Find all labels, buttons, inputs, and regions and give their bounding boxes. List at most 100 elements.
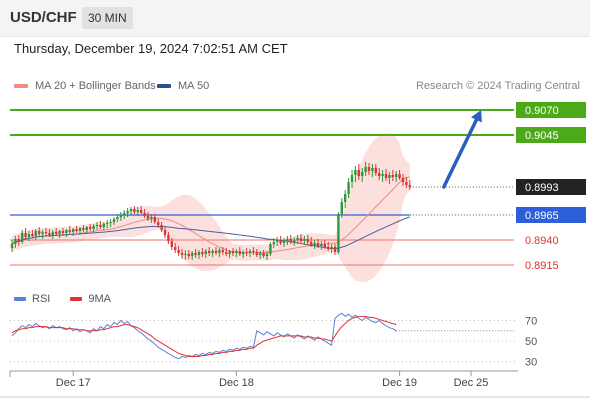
candle xyxy=(225,252,228,254)
rsi-ma-swatch xyxy=(70,297,83,301)
candle xyxy=(245,252,248,253)
candle xyxy=(306,239,309,242)
candle xyxy=(17,239,20,242)
candle xyxy=(330,247,333,249)
rsi-ma-line xyxy=(11,315,397,358)
resistance-level-label: 0.9070 xyxy=(525,105,559,117)
legend-ma50-label: MA 50 xyxy=(178,80,210,92)
candle xyxy=(177,250,180,253)
x-tick-label: Dec 25 xyxy=(454,377,489,389)
candle xyxy=(361,172,364,176)
legend-ma20-label: MA 20 + Bollinger Bands xyxy=(35,80,156,92)
candle xyxy=(384,174,388,178)
candle xyxy=(180,253,184,255)
candle xyxy=(347,182,350,194)
candle xyxy=(313,243,316,245)
rsi-ma-legend-label: 9MA xyxy=(88,293,111,305)
candle xyxy=(27,234,31,237)
candle xyxy=(187,254,190,256)
candle xyxy=(38,231,41,234)
candle xyxy=(129,209,133,211)
candle xyxy=(167,235,170,241)
candle xyxy=(354,170,357,175)
candle xyxy=(357,170,360,176)
candle xyxy=(371,168,374,171)
candle xyxy=(310,242,313,245)
candle xyxy=(136,210,139,212)
candle xyxy=(265,254,269,256)
candle xyxy=(184,254,187,255)
candle xyxy=(303,239,306,241)
candle xyxy=(262,253,265,256)
candle xyxy=(272,242,275,244)
candle xyxy=(48,233,51,235)
candle xyxy=(235,251,238,253)
candle xyxy=(395,174,398,177)
current-level-tag xyxy=(516,179,586,195)
legend-ma20: MA 20 + Bollinger Bands xyxy=(14,80,156,92)
copyright-text: Research © 2024 Trading Central xyxy=(415,80,580,92)
candle xyxy=(174,247,177,250)
candle xyxy=(286,239,289,241)
candle xyxy=(21,233,24,242)
candle xyxy=(68,230,71,232)
candle xyxy=(367,167,371,171)
candle xyxy=(391,175,394,177)
rsi-level-label: 70 xyxy=(525,315,537,327)
ma20-swatch xyxy=(14,84,28,88)
candle xyxy=(123,213,126,215)
candle xyxy=(89,227,92,229)
candle xyxy=(208,251,211,253)
candle xyxy=(279,240,282,243)
candle xyxy=(191,253,194,256)
candle xyxy=(150,217,153,219)
candle xyxy=(201,252,204,254)
candle xyxy=(41,232,44,234)
legend-ma50: MA 50 xyxy=(157,80,209,92)
x-tick-label: Dec 19 xyxy=(382,377,417,389)
candle xyxy=(78,228,82,231)
candle xyxy=(160,225,163,230)
candle xyxy=(10,244,14,248)
candle xyxy=(72,229,75,232)
candle xyxy=(170,241,173,247)
candle xyxy=(320,244,323,246)
candle xyxy=(24,233,27,237)
candle xyxy=(126,211,129,213)
forecast-arrow-shaft xyxy=(442,118,479,189)
candle xyxy=(333,247,337,252)
x-tick-label: Dec 18 xyxy=(219,377,254,389)
candle xyxy=(197,252,201,255)
timeframe-button[interactable]: 30 MIN xyxy=(82,7,133,29)
support-level-label: 0.8915 xyxy=(525,260,559,272)
candle xyxy=(112,219,116,222)
candle xyxy=(299,238,303,241)
pivot-level-label: 0.8965 xyxy=(525,210,559,222)
candle xyxy=(231,251,235,253)
candle xyxy=(221,250,224,252)
candle xyxy=(340,202,343,214)
chart-datetime: Thursday, December 19, 2024 7:02:51 AM C… xyxy=(14,41,288,56)
rsi-legend-label: RSI xyxy=(32,293,51,305)
candle xyxy=(374,168,377,173)
candle xyxy=(153,217,156,222)
bollinger-band xyxy=(12,133,410,283)
candle xyxy=(252,251,255,252)
ma50-line xyxy=(11,216,410,250)
candle xyxy=(65,230,68,233)
candle xyxy=(95,225,99,226)
candle xyxy=(82,228,85,230)
candle xyxy=(109,222,112,223)
candle xyxy=(204,251,207,254)
candle xyxy=(344,194,347,202)
resistance-level-tag xyxy=(516,102,586,118)
candle xyxy=(293,240,296,242)
candle xyxy=(327,247,330,249)
top-bar: USD/CHF 30 MIN xyxy=(0,0,590,37)
candle xyxy=(259,253,262,255)
x-tick-label: Dec 17 xyxy=(56,377,91,389)
candle xyxy=(401,178,405,182)
rsi-level-label: 30 xyxy=(525,357,537,369)
candle xyxy=(119,215,122,217)
candle xyxy=(106,223,109,224)
